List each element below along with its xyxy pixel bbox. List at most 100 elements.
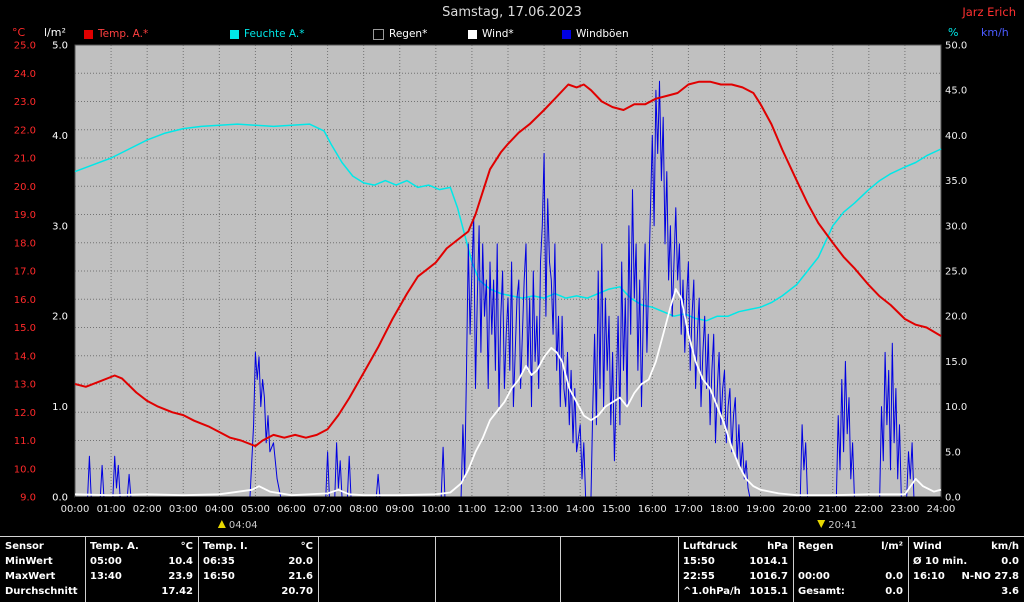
temp-i-header-value: °C: [300, 541, 313, 552]
humidity-axis-unit: %: [948, 26, 959, 39]
wind-row-3: 3.6: [908, 584, 1024, 599]
temp-i-row-1-value: 20.0: [288, 556, 313, 567]
time-tick: 22:00: [854, 504, 883, 515]
rain-tick: 2.0: [52, 312, 68, 323]
spacer-3-row-3: [560, 584, 678, 599]
table-column-spacer-2: [435, 539, 560, 599]
rain-axis-ticks: 5.0 4.0 3.0 2.0 1.0 0.0: [52, 41, 68, 504]
legend-item-regen: Regen*: [373, 28, 468, 40]
sun-markers: 04:04 20:41: [217, 520, 857, 531]
wind-header-label: Wind: [913, 541, 942, 552]
luftdruck-row-3: ^1.0hPa/h 1015.1: [678, 584, 793, 599]
wind-header: Wind km/h: [908, 539, 1024, 554]
time-tick: 01:00: [97, 504, 126, 515]
row-label-0-label: Sensor: [5, 541, 44, 552]
spacer-2-row-1: [435, 554, 560, 569]
wind-tick: 25.0: [945, 267, 967, 278]
wind-tick: 5.0: [945, 447, 961, 458]
time-tick: 23:00: [891, 504, 920, 515]
table-divider-4: [435, 537, 436, 602]
wind-tick: 40.0: [945, 131, 967, 142]
spacer-2-row-2: [435, 569, 560, 584]
temp-i-header: Temp. I. °C: [198, 539, 318, 554]
spacer-1-row-2: [318, 569, 435, 584]
time-tick: 03:00: [169, 504, 198, 515]
temp-a-row-2: 13:40 23.9: [85, 569, 198, 584]
time-tick: 13:00: [530, 504, 559, 515]
rain-tick: 3.0: [52, 221, 68, 232]
temp-tick: 18.0: [14, 238, 36, 249]
luftdruck-row-2-label: 22:55: [683, 571, 715, 582]
temp-tick: 21.0: [14, 154, 36, 165]
temp-i-row-2-value: 21.6: [288, 571, 313, 582]
spacer-1-header: [318, 539, 435, 554]
rain-tick: 4.0: [52, 131, 68, 142]
chart-legend: Temp. A.* Feuchte A.* Regen* Wind* Windböen: [84, 28, 629, 40]
wind-row-1-label: Ø 10 min.: [913, 556, 968, 567]
temp-tick: 13.0: [14, 380, 36, 391]
temp-i-header-label: Temp. I.: [203, 541, 248, 552]
time-tick: 05:00: [241, 504, 270, 515]
regen-legend-swatch: [373, 28, 384, 40]
temp-i-row-1-label: 06:35: [203, 556, 235, 567]
windboeen-legend-swatch: [562, 29, 571, 39]
temp-tick: 25.0: [14, 41, 36, 52]
temp-i-row-1: 06:35 20.0: [198, 554, 318, 569]
windboeen-legend-label: Windböen: [576, 28, 629, 40]
regen-row-3-value: 0.0: [885, 586, 903, 597]
row-label-0: Sensor: [0, 539, 85, 554]
luftdruck-header-label: Luftdruck: [683, 541, 738, 552]
luftdruck-row-1: 15:50 1014.1: [678, 554, 793, 569]
luftdruck-row-3-label: ^1.0hPa/h: [683, 586, 741, 597]
regen-row-3: Gesamt: 0.0: [793, 584, 908, 599]
legend-item-wind: Wind*: [468, 28, 562, 40]
spacer-3-row-1: [560, 554, 678, 569]
wind-tick: 45.0: [945, 86, 967, 97]
wind-header-value: km/h: [991, 541, 1019, 552]
temp-i-row-3-value: 20.70: [281, 586, 313, 597]
row-label-1: MinWert: [0, 554, 85, 569]
rain-tick: 1.0: [52, 402, 68, 413]
temp-axis-unit: °C: [12, 26, 26, 39]
rain-tick: 0.0: [52, 493, 68, 504]
temp-a-row-3: 17.42: [85, 584, 198, 599]
time-tick: 20:00: [782, 504, 811, 515]
table-column-temp-i: Temp. I. °C 06:35 20.0 16:50 21.6 20.70: [198, 539, 318, 599]
regen-row-2: 00:00 0.0: [793, 569, 908, 584]
row-label-3: Durchschnitt: [0, 584, 85, 599]
rain-tick: 5.0: [52, 41, 68, 52]
wind-row-1-value: 0.0: [1001, 556, 1019, 567]
temp-a-header-label: Temp. A.: [90, 541, 139, 552]
spacer-3-row-2: [560, 569, 678, 584]
station-name: Jarz Erich: [962, 5, 1016, 19]
series-feuchte: [74, 123, 942, 322]
time-tick: 14:00: [566, 504, 595, 515]
temp-legend-swatch: [84, 29, 93, 39]
time-tick: 10:00: [421, 504, 450, 515]
time-tick: 12:00: [494, 504, 523, 515]
temp-tick: 17.0: [14, 267, 36, 278]
time-tick: 09:00: [385, 504, 414, 515]
time-tick: 11:00: [458, 504, 487, 515]
wind-tick: 20.0: [945, 312, 967, 323]
table-column-spacer-1: [318, 539, 435, 599]
temp-axis-ticks: 25.0 24.0 23.0 22.0 21.0 20.0 19.0 18.0 17.0 16.0…: [14, 41, 36, 504]
temp-a-row-1-value: 10.4: [168, 556, 193, 567]
wind-row-2-label: 16:10: [913, 571, 945, 582]
page-title: Samstag, 17.06.2023: [442, 5, 582, 20]
time-tick: 18:00: [710, 504, 739, 515]
temp-tick: 20.0: [14, 182, 36, 193]
table-column-temp-a: Temp. A. °C 05:00 10.4 13:40 23.9 17.42: [85, 539, 198, 599]
wind-tick: 30.0: [945, 221, 967, 232]
wind-legend-swatch: [468, 29, 477, 39]
wind-legend-label: Wind*: [482, 28, 514, 40]
table-divider-3: [318, 537, 319, 602]
table-column-regen: Regen l/m² 00:00 0.0 Gesamt: 0.0: [793, 539, 908, 599]
weather-chart: 25.0 24.0 23.0 22.0 21.0 20.0 19.0 18.0 17.0 16.0…: [14, 41, 968, 532]
summary-table: Sensor MinWert MaxWert Durchschnitt Temp. A.…: [0, 536, 1024, 602]
spacer-2-header: [435, 539, 560, 554]
temp-legend-label: Temp. A.*: [98, 28, 149, 40]
table-divider-8: [908, 537, 909, 602]
regen-row-2-value: 0.0: [885, 571, 903, 582]
temp-a-row-2-label: 13:40: [90, 571, 122, 582]
